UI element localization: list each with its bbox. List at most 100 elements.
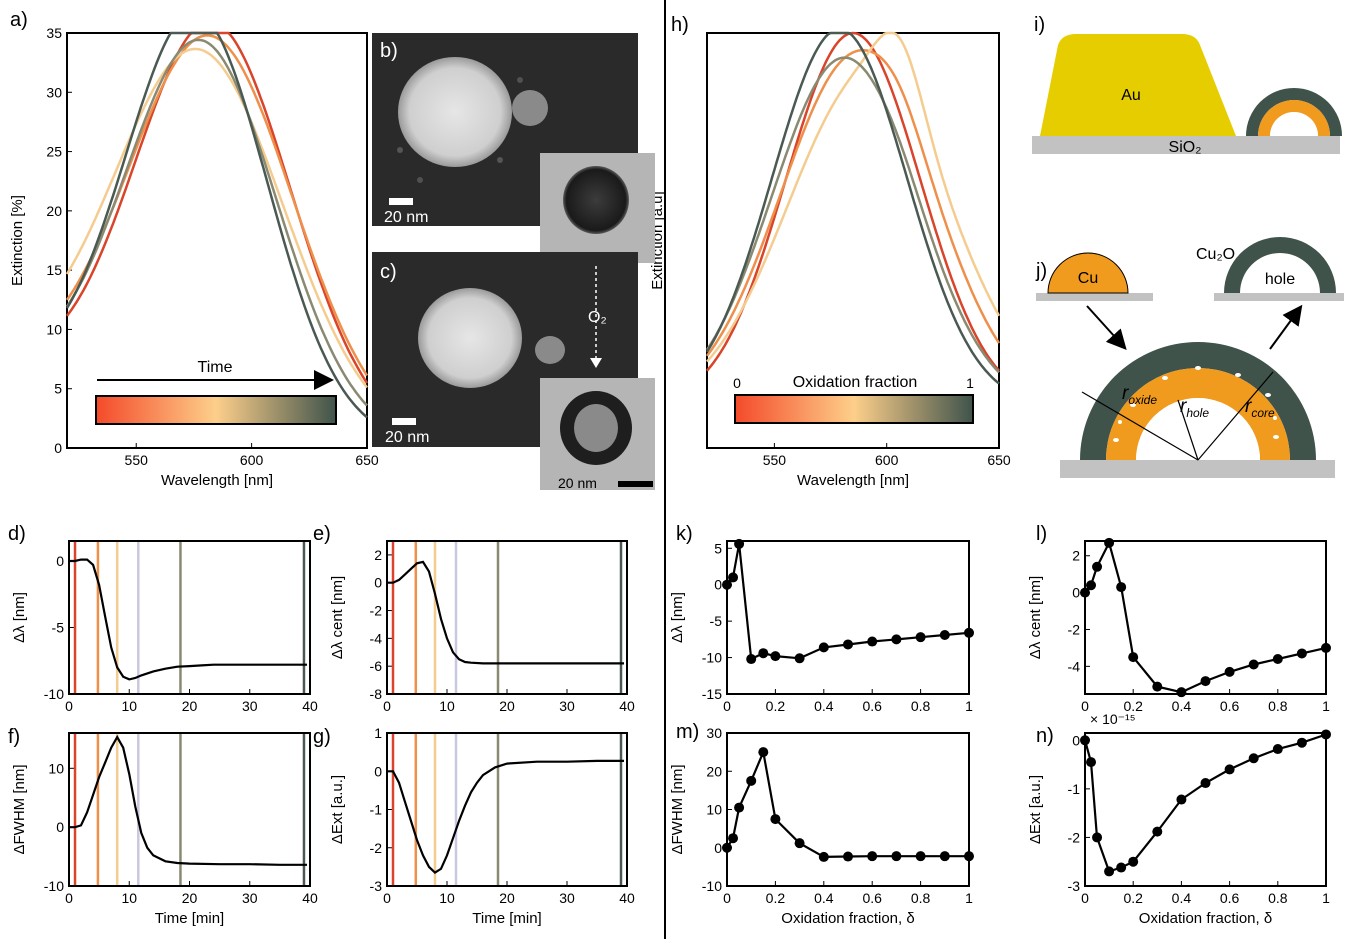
scalebar-b <box>389 198 413 205</box>
scalebar-c <box>392 418 416 425</box>
x-axis-label: Time [min] <box>155 910 224 927</box>
panel-label-e: e) <box>313 523 331 545</box>
series-line <box>69 734 307 866</box>
data-point <box>1128 856 1139 867</box>
data-point <box>915 632 926 643</box>
data-point <box>891 634 902 645</box>
large-cu-core <box>1106 368 1290 460</box>
hole-substrate <box>1214 293 1344 301</box>
data-point <box>1272 653 1283 664</box>
data-point <box>758 648 769 659</box>
data-point <box>722 842 732 853</box>
data-point <box>1092 832 1103 843</box>
x-tick-label: 0.8 <box>911 698 931 714</box>
y-tick-label: -5 <box>710 613 723 629</box>
series-line <box>726 748 969 859</box>
data-point <box>746 775 757 786</box>
x-tick-label: 0.4 <box>1172 698 1192 714</box>
r-core-label: rcore <box>1245 396 1275 420</box>
cu-voids <box>1113 366 1279 442</box>
x-axis-label: Wavelength [nm] <box>161 472 273 489</box>
y-axis-label: Δλ [nm] <box>11 592 28 643</box>
data-point <box>728 572 739 583</box>
cu-substrate <box>1036 293 1153 301</box>
panel-label-n: n) <box>1036 725 1054 747</box>
y-tick-label: -10 <box>44 878 64 894</box>
x-tick-label: 650 <box>987 452 1011 468</box>
o2-label: O₂ <box>588 309 607 326</box>
spectrum-line <box>705 56 1000 374</box>
panel-label-j: j) <box>1035 260 1047 282</box>
x-tick-label: 20 <box>182 890 198 906</box>
x-tick-label: 40 <box>619 698 635 714</box>
small-cu-core <box>1258 100 1330 136</box>
data-point <box>1224 764 1235 775</box>
r-hole-label: rhole <box>1180 396 1209 420</box>
data-point <box>867 851 878 862</box>
y-tick-label: -2 <box>1068 621 1081 637</box>
data-point <box>1176 687 1187 698</box>
x-tick-label: 10 <box>121 890 137 906</box>
y-tick-label: -4 <box>1068 658 1081 674</box>
y-tick-label: -5 <box>52 619 65 635</box>
y-axis-label: ΔFWHM [nm] <box>669 764 686 854</box>
tem-particle-b <box>563 166 629 234</box>
x-tick-label: 0.4 <box>814 698 834 714</box>
x-tick-label: 0.4 <box>814 890 834 906</box>
panel-label-g: g) <box>313 726 331 748</box>
x-tick-label: 10 <box>439 890 455 906</box>
plot-frame <box>66 32 368 449</box>
plot-frame <box>726 540 970 695</box>
x-tick-label: 0.8 <box>911 890 931 906</box>
plot-frame <box>386 732 628 887</box>
data-point <box>915 851 926 862</box>
data-point <box>758 747 769 758</box>
x-tick-label: 0.8 <box>1268 890 1288 906</box>
data-point <box>1128 652 1139 663</box>
chart-a-extinction-spectra: 550 600 650 0 5 10 15 20 25 30 35 Wavelength [nm] Ex… <box>9 25 379 489</box>
data-point <box>770 814 781 825</box>
y-tick-label: -15 <box>702 686 722 702</box>
y-tick-label: 20 <box>46 203 62 219</box>
x-tick-label: 30 <box>559 698 575 714</box>
y-tick-label: 0 <box>54 440 62 456</box>
y-tick-label: -3 <box>370 878 383 894</box>
panel-label-d: d) <box>8 523 26 545</box>
data-point <box>818 851 829 862</box>
x-tick-label: 0.6 <box>862 698 882 714</box>
x-axis-label: Wavelength [nm] <box>797 472 909 489</box>
r-oxide-label: roxide <box>1122 383 1157 407</box>
large-substrate <box>1060 460 1335 478</box>
y-tick-label: 25 <box>46 144 62 160</box>
x-tick-label: 0.4 <box>1172 890 1192 906</box>
y-tick-label: -10 <box>702 878 722 894</box>
x-tick-label: 40 <box>302 698 318 714</box>
data-point <box>722 579 732 590</box>
data-point <box>1116 862 1127 873</box>
spectrum-line <box>706 31 1000 372</box>
colorbar-oxidation-bar <box>734 394 974 424</box>
y-tick-label: 15 <box>46 262 62 278</box>
x-tick-label: 0 <box>383 698 391 714</box>
spectrum-line <box>65 31 368 419</box>
y-tick-label: 30 <box>706 725 722 741</box>
x-tick-label: 0.2 <box>1123 890 1143 906</box>
y-axis-label: Δλ cent [nm] <box>329 576 346 659</box>
data-point <box>1200 676 1211 687</box>
y-tick-label: 0 <box>56 819 64 835</box>
au-label: Au <box>1121 87 1141 104</box>
x-tick-label: 30 <box>242 698 258 714</box>
x-tick-label: 20 <box>499 698 515 714</box>
y-axis-label: Extinction [%] <box>9 195 26 286</box>
y-tick-label: -10 <box>702 650 722 666</box>
data-point <box>1296 737 1307 748</box>
x-tick-label: 600 <box>240 452 264 468</box>
data-point <box>1116 582 1127 593</box>
data-point <box>1296 648 1307 659</box>
x-tick-label: 0 <box>65 890 73 906</box>
data-point <box>1104 866 1115 877</box>
sem-particle-b <box>398 57 512 167</box>
panel-label-c: c) <box>380 261 397 283</box>
x-tick-label: 20 <box>499 890 515 906</box>
